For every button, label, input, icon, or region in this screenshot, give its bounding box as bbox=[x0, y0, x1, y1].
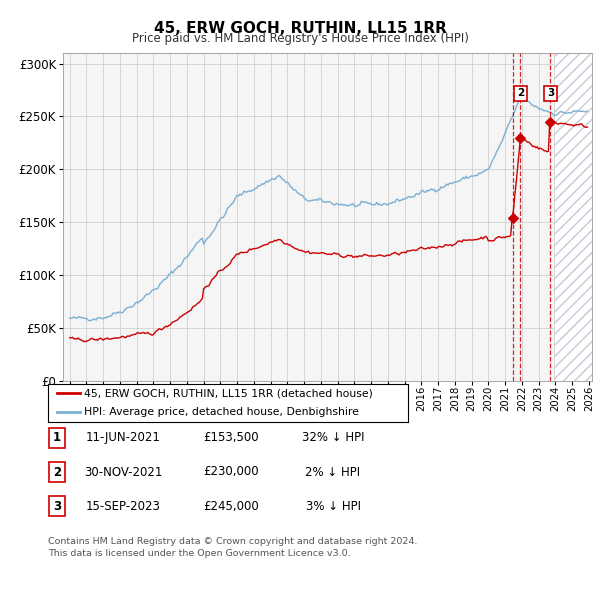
Text: This data is licensed under the Open Government Licence v3.0.: This data is licensed under the Open Gov… bbox=[48, 549, 350, 558]
Text: 2% ↓ HPI: 2% ↓ HPI bbox=[305, 466, 361, 478]
Text: Contains HM Land Registry data © Crown copyright and database right 2024.: Contains HM Land Registry data © Crown c… bbox=[48, 537, 418, 546]
Text: 2: 2 bbox=[53, 466, 61, 478]
Text: £245,000: £245,000 bbox=[203, 500, 259, 513]
Text: 45, ERW GOCH, RUTHIN, LL15 1RR: 45, ERW GOCH, RUTHIN, LL15 1RR bbox=[154, 21, 446, 35]
Text: 30-NOV-2021: 30-NOV-2021 bbox=[84, 466, 162, 478]
Text: 3: 3 bbox=[53, 500, 61, 513]
Point bbox=[508, 214, 518, 223]
Text: £230,000: £230,000 bbox=[203, 466, 259, 478]
Text: 15-SEP-2023: 15-SEP-2023 bbox=[86, 500, 160, 513]
Text: 3: 3 bbox=[547, 88, 554, 99]
Text: £153,500: £153,500 bbox=[203, 431, 259, 444]
Text: 3% ↓ HPI: 3% ↓ HPI bbox=[305, 500, 361, 513]
Text: HPI: Average price, detached house, Denbighshire: HPI: Average price, detached house, Denb… bbox=[84, 407, 359, 417]
Text: 45, ERW GOCH, RUTHIN, LL15 1RR (detached house): 45, ERW GOCH, RUTHIN, LL15 1RR (detached… bbox=[84, 388, 373, 398]
Text: 32% ↓ HPI: 32% ↓ HPI bbox=[302, 431, 364, 444]
Text: 1: 1 bbox=[53, 431, 61, 444]
Text: 11-JUN-2021: 11-JUN-2021 bbox=[86, 431, 160, 444]
Text: 2: 2 bbox=[517, 88, 524, 99]
Point bbox=[515, 133, 525, 142]
Text: Price paid vs. HM Land Registry's House Price Index (HPI): Price paid vs. HM Land Registry's House … bbox=[131, 32, 469, 45]
Bar bbox=[554, 53, 592, 381]
Bar bbox=[554, 53, 592, 381]
Point bbox=[545, 117, 555, 126]
